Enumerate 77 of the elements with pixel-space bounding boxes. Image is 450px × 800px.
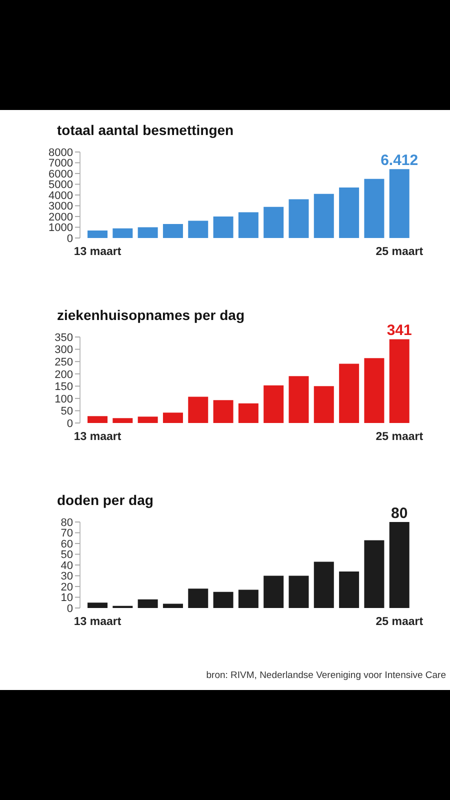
bar — [339, 187, 360, 238]
y-tick-label: 100 — [54, 393, 73, 406]
bar — [314, 386, 334, 423]
bar — [88, 416, 108, 423]
bar — [339, 364, 360, 423]
y-tick-label: 7000 — [48, 158, 73, 170]
y-tick-label: 6000 — [48, 168, 73, 180]
bar — [213, 592, 234, 608]
y-tick-label: 70 — [60, 528, 73, 540]
chart-title: totaal aantal besmettingen — [57, 121, 234, 139]
bar — [238, 403, 258, 423]
y-tick-label: 5000 — [48, 179, 73, 192]
bar — [188, 396, 208, 423]
bar — [213, 216, 234, 238]
x-tick-label: 13 maart — [74, 616, 122, 628]
y-tick-label: 1000 — [48, 222, 73, 234]
bar — [112, 228, 133, 238]
bar — [389, 522, 410, 608]
x-tick-label: 25 maart — [376, 246, 424, 258]
x-tick-label: 13 maart — [74, 246, 122, 258]
bar — [314, 194, 334, 238]
y-tick-label: 0 — [66, 232, 73, 245]
bar — [314, 562, 334, 608]
y-tick-label: 150 — [54, 381, 73, 394]
x-tick-label: 13 maart — [74, 431, 122, 444]
y-tick-label: 4000 — [48, 190, 73, 202]
bar — [88, 602, 108, 608]
data-label: 80 — [391, 505, 408, 522]
y-tick-label: 40 — [60, 560, 73, 572]
text: bron: RIVM, Nederlandse Vereniging voor Intensive Care — [206, 669, 446, 682]
bar — [162, 412, 183, 423]
bar — [264, 385, 284, 423]
bar — [389, 169, 410, 238]
y-tick-label: 300 — [54, 344, 73, 356]
bar — [112, 418, 133, 423]
data-label: 341 — [386, 322, 412, 340]
bar — [238, 212, 258, 238]
y-tick-label: 0 — [66, 418, 73, 430]
chart-title: ziekenhuisopnames per dag — [57, 306, 244, 324]
y-tick-label: 10 — [60, 592, 73, 604]
y-tick-label: 80 — [60, 516, 73, 529]
bar — [188, 220, 208, 238]
bar — [138, 416, 158, 423]
y-tick-label: 30 — [60, 570, 73, 583]
x-tick-label: 25 maart — [376, 431, 424, 444]
y-tick-label: 3000 — [48, 200, 73, 213]
data-label: 6.412 — [380, 152, 418, 170]
bar — [288, 576, 309, 608]
y-tick-label: 350 — [54, 332, 73, 344]
bar — [238, 590, 258, 608]
bar — [264, 206, 284, 238]
y-tick-label: 8000 — [48, 146, 73, 159]
y-tick-label: 0 — [66, 602, 73, 615]
y-tick-label: 200 — [54, 368, 73, 381]
bar — [288, 376, 309, 423]
bar — [264, 576, 284, 608]
bar — [364, 178, 384, 238]
y-tick-label: 60 — [60, 538, 73, 550]
bar — [162, 604, 183, 608]
bar — [88, 230, 108, 238]
bar — [288, 199, 309, 238]
y-tick-label: 50 — [60, 406, 73, 418]
y-tick-label: 50 — [60, 549, 73, 562]
y-tick-label: 250 — [54, 356, 73, 368]
bar — [162, 224, 183, 238]
x-tick-label: 25 maart — [376, 616, 424, 628]
bar — [138, 599, 158, 608]
bar — [339, 571, 360, 608]
bar — [389, 339, 410, 423]
chart-title: doden per dag — [57, 491, 154, 509]
y-tick-label: 20 — [60, 581, 73, 594]
bar — [213, 400, 234, 423]
y-tick-label: 2000 — [48, 211, 73, 224]
bar — [188, 588, 208, 608]
bar — [364, 358, 384, 423]
bar — [138, 227, 158, 238]
bar — [364, 540, 384, 608]
